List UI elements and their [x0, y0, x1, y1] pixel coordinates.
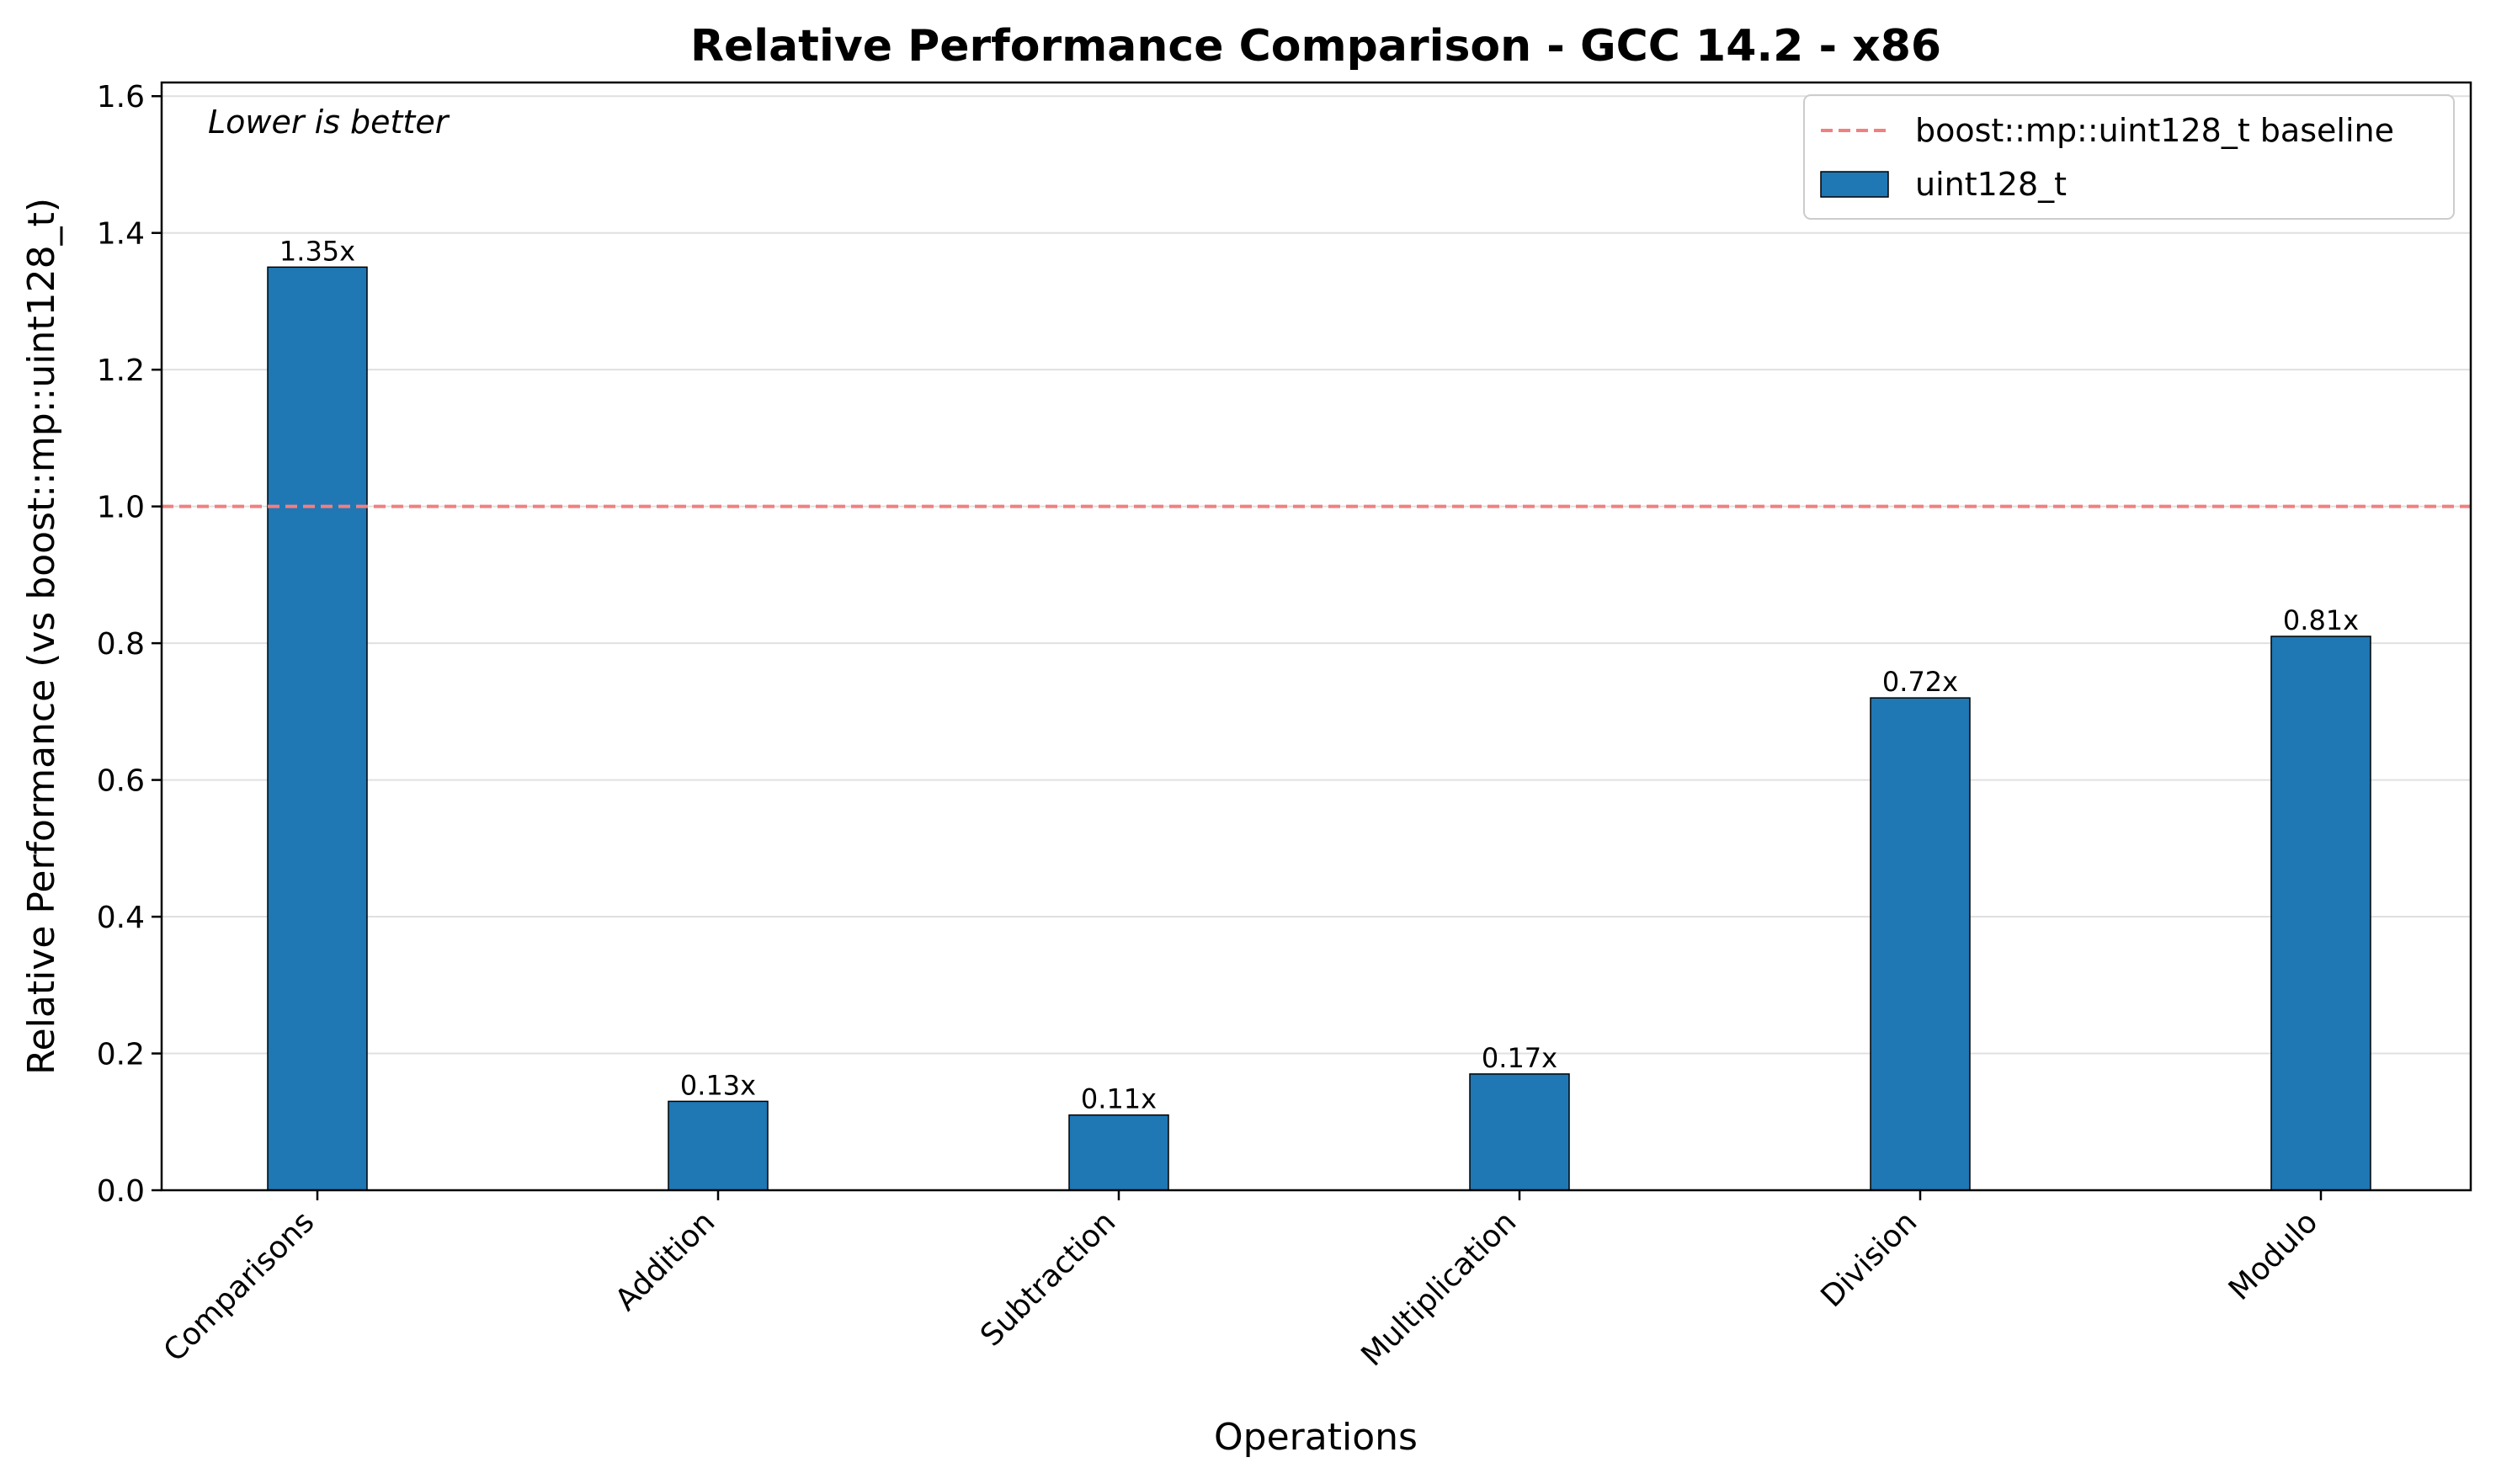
y-tick-label: 1.2: [97, 354, 145, 388]
legend-baseline-label: boost::mp::uint128_t baseline: [1915, 112, 2394, 149]
bar-division: [1870, 697, 1971, 1191]
bar-value-label: 0.81x: [2283, 604, 2359, 636]
bar-value-label: 1.35x: [279, 235, 355, 267]
y-axis-label: Relative Performance (vs boost::mp::uint…: [20, 198, 63, 1075]
axes-layer: [160, 81, 2472, 1192]
y-tick-label: 1.6: [97, 80, 145, 114]
legend-series-label: uint128_t: [1915, 166, 2067, 203]
y-tick-label: 0.8: [97, 627, 145, 662]
bar-addition: [668, 1100, 769, 1191]
bar-comparisons: [267, 266, 368, 1191]
bar-value-label: 0.17x: [1482, 1042, 1557, 1074]
y-tick-label: 0.4: [97, 901, 145, 935]
bar-subtraction: [1068, 1114, 1169, 1191]
bar-modulo: [2270, 636, 2371, 1191]
y-tick-label: 1.4: [97, 217, 145, 252]
bar-value-label: 0.72x: [1882, 666, 1958, 698]
legend: boost::mp::uint128_t baseline uint128_t: [1803, 94, 2455, 220]
bars-layer: [267, 266, 2371, 1191]
y-tick-label: 1.0: [97, 491, 145, 525]
chart-title: Relative Performance Comparison - GCC 14…: [690, 21, 1941, 72]
plot-frame: [160, 81, 2472, 1192]
y-tick-label: 0.2: [97, 1038, 145, 1072]
bar-value-label: 0.11x: [1081, 1083, 1157, 1115]
y-tick-label: 0.0: [97, 1174, 145, 1209]
y-tick-label: 0.6: [97, 764, 145, 799]
bar-multiplication: [1469, 1073, 1570, 1191]
x-axis-label: Operations: [1214, 1416, 1418, 1459]
bar-value-label: 0.13x: [680, 1069, 756, 1101]
legend-box: [1803, 94, 2455, 220]
lower-is-better-note: Lower is better: [208, 104, 450, 141]
ticks-layer: [152, 94, 2323, 1200]
legend-series-swatch: [1820, 171, 1889, 198]
